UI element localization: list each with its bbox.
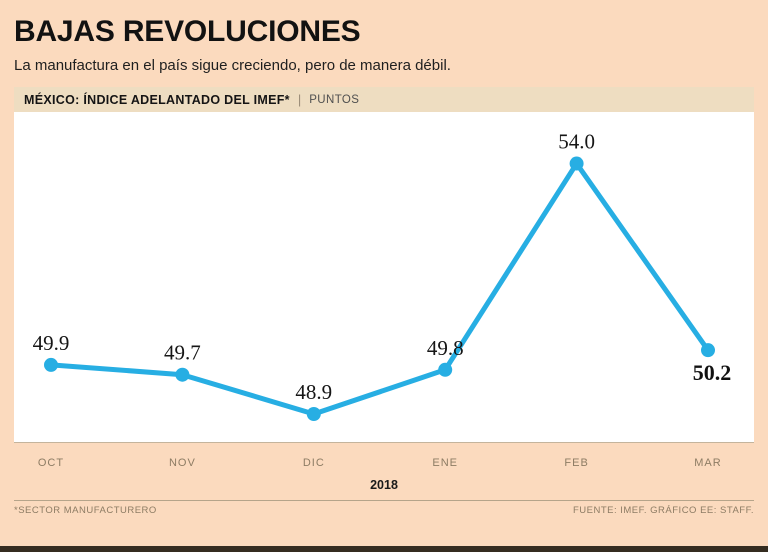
data-point — [44, 357, 58, 372]
month-axis-label: MAR — [694, 457, 721, 469]
data-line — [48, 161, 711, 417]
page-subtitle: La manufactura en el país sigue creciend… — [14, 57, 451, 74]
data-point — [175, 367, 190, 382]
bottom-bar — [0, 546, 768, 552]
data-point — [438, 362, 453, 377]
chart-kicker: MÉXICO: ÍNDICE ADELANTADO DEL IMEF* — [24, 92, 290, 107]
data-point — [701, 343, 715, 358]
divider: | — [297, 92, 302, 107]
month-axis-label: FEB — [564, 457, 588, 469]
month-axis-label: DIC — [303, 457, 325, 469]
month-axis-label: OCT — [38, 457, 64, 469]
data-label: 49.9 — [33, 331, 70, 355]
chart-footer: *SECTOR MANUFACTURERO FUENTE: IMEF. GRÁF… — [14, 500, 754, 516]
footnote: *SECTOR MANUFACTURERO — [14, 505, 157, 516]
source-credit: FUENTE: IMEF. GRÁFICO EE: STAFF. — [572, 505, 754, 516]
data-point — [569, 156, 584, 171]
chart-header-strip: MÉXICO: ÍNDICE ADELANTADO DEL IMEF* | PU… — [14, 87, 754, 112]
infographic: BAJAS REVOLUCIONES La manufactura en el … — [0, 15, 768, 516]
data-label: 49.8 — [427, 336, 464, 360]
line-chart: 49.9 49.7 48.9 49.8 54.0 50.2 OCT NOV DIC ENE FEB M… — [14, 112, 754, 469]
month-axis-label: ENE — [432, 457, 458, 469]
year-label: 2018 — [370, 478, 398, 492]
data-label: 49.7 — [164, 341, 201, 365]
page-title: BAJAS REVOLUCIONES — [14, 15, 361, 48]
data-point — [306, 406, 321, 421]
data-label: 48.9 — [295, 380, 332, 404]
data-label: 54.0 — [558, 130, 595, 154]
month-axis-label: NOV — [169, 457, 196, 469]
data-label: 50.2 — [693, 360, 732, 385]
unit-label: PUNTOS — [309, 93, 360, 106]
plot-area — [14, 112, 754, 443]
